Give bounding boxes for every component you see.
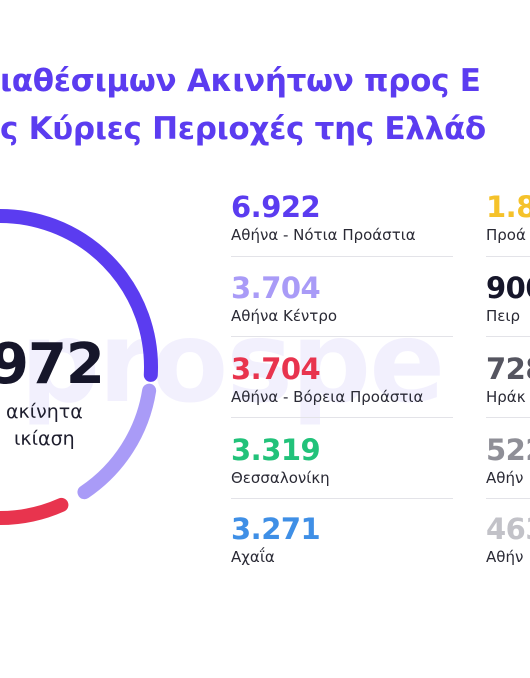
stat-label: Ηράκ [486,388,526,406]
row-divider [486,336,530,337]
row-divider [486,498,530,499]
stat-label: Αθήνα - Νότια Προάστια [231,226,416,244]
total-caption-line-1: ακίνητα [6,401,83,423]
stat-value: 1.81 [486,190,530,224]
stat-left-2: 3.704 Αθήνα Κέντρο [231,274,337,324]
total-count: 972 [0,332,105,397]
stat-value: 6.922 [231,190,321,224]
page-title-line-1: ιαθέσιμων Ακινήτων προς Ε [0,63,481,99]
row-divider [231,256,453,257]
stat-left-4: 3.319 Θεσσαλονίκη [231,436,330,486]
row-divider [231,336,453,337]
stat-label: Πειρ [486,307,520,325]
stat-left-1: 6.922 Αθήνα - Νότια Προάστια [231,193,416,243]
stat-label: Αθήνα Κέντρο [231,307,338,325]
total-caption-line-2: ικίαση [14,428,75,450]
brand-watermark: prospe [20,298,445,428]
donut-slice-1 [0,209,158,382]
stat-label: Αθήνα - Βόρεια Προάστια [231,388,424,406]
stat-value: 522 [486,433,530,467]
stat-left-5: 3.271 Αχαΐα [231,512,321,566]
stat-right-5: 463 Αθήν [486,515,530,565]
row-divider [231,498,453,499]
stat-label: Αθήν [486,548,524,566]
donut-slice-3 [0,497,69,525]
stat-right-2: 900 Πειρ [486,274,530,324]
donut-chart [0,209,158,525]
stat-label: Προά [486,226,526,244]
row-divider [486,417,530,418]
stat-label: Αχαΐα [231,548,275,566]
page-title-line-2: ς Κύριες Περιοχές της Ελλάδ [0,111,486,147]
donut-slice-2 [77,383,157,500]
stat-value: 463 [486,512,530,546]
stat-left-3: 3.704 Αθήνα - Βόρεια Προάστια [231,355,423,405]
stat-right-1: 1.81 Προά [486,193,530,243]
row-divider [486,256,530,257]
stat-right-3: 728 Ηράκ [486,355,530,405]
stat-value: 900 [486,271,530,305]
stat-value: 3.319 [231,433,321,467]
stat-label: Θεσσαλονίκη [231,469,330,487]
stat-value: 728 [486,352,530,386]
stat-value: 3.704 [231,271,321,305]
stat-value: 3.271 [231,512,321,546]
stat-value: 3.704 [231,352,321,386]
stat-right-4: 522 Αθήν [486,436,530,486]
row-divider [231,417,453,418]
stat-label: Αθήν [486,469,524,487]
